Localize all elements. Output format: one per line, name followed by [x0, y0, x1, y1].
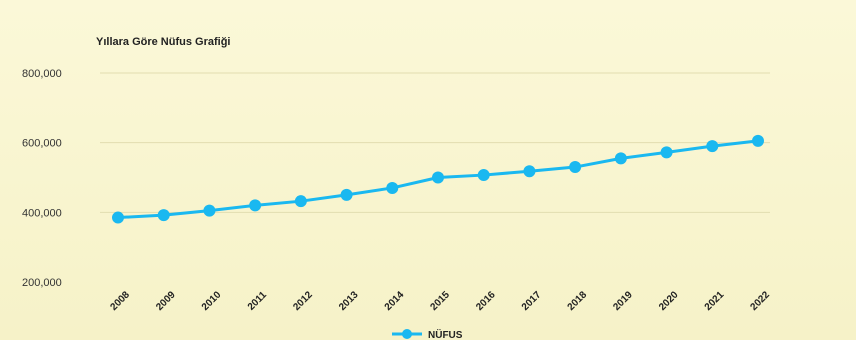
x-tick-label: 2014 [383, 289, 407, 313]
chart-title: Yıllara Göre Nüfus Grafiği [96, 36, 230, 48]
data-point [112, 211, 124, 224]
x-tick-label: 2011 [246, 289, 269, 312]
y-tick-label: 400,000 [22, 207, 62, 219]
series-nufus [112, 134, 764, 224]
x-tick-label: 2010 [200, 289, 224, 313]
data-point [340, 188, 353, 201]
data-point [569, 161, 582, 174]
data-point [386, 181, 399, 194]
y-tick-label: 800,000 [22, 68, 62, 80]
gridlines [100, 72, 770, 213]
legend: NÜFUS [392, 328, 463, 340]
data-point [752, 134, 764, 147]
x-tick-label: 2017 [520, 289, 544, 313]
x-axis-ticks: 2008 2009 2010 2011 2012 2013 2014 2015 2016 2017… [108, 289, 772, 313]
data-point [294, 195, 307, 208]
data-point [432, 171, 444, 184]
y-tick-label: 600,000 [22, 138, 62, 150]
x-tick-label: 2022 [748, 289, 772, 313]
y-axis-ticks: 200,000 400,000 600,000 800,000 [22, 68, 62, 289]
data-point [706, 140, 719, 153]
data-point [249, 199, 262, 212]
legend-marker-swatch [402, 329, 412, 339]
legend-label: NÜFUS [428, 328, 463, 340]
x-tick-label: 2020 [657, 289, 681, 313]
data-point [203, 204, 216, 217]
x-tick-label: 2019 [611, 289, 635, 313]
data-point [157, 209, 170, 222]
data-point [614, 152, 627, 165]
x-tick-label: 2013 [337, 289, 361, 313]
data-point [477, 169, 490, 182]
x-tick-label: 2015 [428, 289, 452, 313]
data-point [523, 165, 536, 178]
x-tick-label: 2009 [154, 289, 178, 313]
y-tick-label: 200,000 [22, 277, 62, 289]
data-point [660, 146, 673, 159]
x-tick-label: 2021 [703, 289, 727, 313]
x-tick-label: 2008 [108, 289, 132, 313]
x-tick-label: 2016 [474, 289, 498, 313]
x-tick-label: 2018 [566, 289, 590, 313]
x-tick-label: 2012 [291, 289, 315, 313]
